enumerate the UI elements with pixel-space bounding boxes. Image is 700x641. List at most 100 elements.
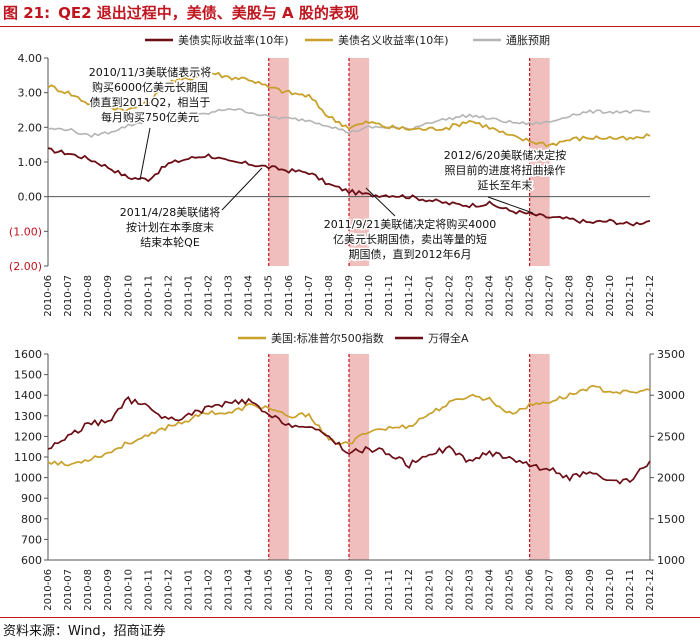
chart1-x-tick-label: 2011-08 — [324, 275, 335, 317]
chart2-x-tick-label: 2011-11 — [384, 569, 395, 611]
chart1-x-tick-label: 2012-11 — [625, 275, 636, 317]
annotation-leader-line — [221, 167, 263, 211]
chart1-x-tick-label: 2012-12 — [645, 275, 656, 317]
chart2-right-tick-label: 3000 — [657, 389, 685, 402]
figure-title-text: QE2 退出过程中，美债、美股与 A 股的表现 — [58, 3, 359, 22]
chart2-x-tick-label: 2012-01 — [424, 569, 435, 611]
annotation-text-line: 亿美元长期国债，卖出等量的短 — [333, 232, 487, 246]
chart2-left-tick-label: 1300 — [14, 410, 42, 423]
chart2-x-tick-label: 2010-06 — [43, 569, 54, 611]
chart2-x-tick-label: 2012-09 — [585, 569, 596, 611]
chart2-x-tick-label: 2011-05 — [264, 569, 275, 611]
chart1-x-tick-label: 2012-10 — [605, 275, 616, 317]
chart2-left-tick-label: 600 — [21, 554, 42, 567]
chart2-left-tick-label: 1500 — [14, 369, 42, 382]
chart2-x-tick-label: 2012-07 — [545, 569, 556, 611]
annotation-text-line: 期国债，直到2012年6月 — [349, 247, 472, 261]
chart2-x-tick-label: 2012-11 — [625, 569, 636, 611]
chart-bond-yields: 美债实际收益率(10年) 美债名义收益率(10年) 通胀预期 4.00 3.00 2.00… — [9, 33, 656, 317]
chart2-left-tick-label: 800 — [21, 513, 42, 526]
chart2-x-tick-label: 2011-06 — [284, 569, 295, 611]
chart2-x-tick-label: 2011-08 — [324, 569, 335, 611]
chart2-x-tick-label: 2010-08 — [83, 569, 94, 611]
chart1-x-tick-label: 2012-07 — [545, 275, 556, 317]
chart2-x-tick-label: 2011-02 — [204, 569, 215, 611]
chart2-x-tick-label: 2012-12 — [645, 569, 656, 611]
chart2-x-tick-label: 2011-09 — [344, 569, 355, 611]
chart2-x-tick-label: 2012-02 — [444, 569, 455, 611]
chart2-series-2-line — [47, 395, 651, 485]
figure-label: 图 21: — [3, 3, 51, 22]
chart2-left-tick-label: 700 — [21, 533, 42, 546]
chart1-x-tick-label: 2010-09 — [103, 275, 114, 317]
annotation-text-line: 2011/9/21美联储决定将购买4000 — [324, 217, 496, 231]
chart2-x-tick-label: 2010-12 — [163, 569, 174, 611]
chart1-y-tick-label: (1.00) — [9, 225, 42, 238]
annotation-text-line: 购买6000亿美元长期国 — [92, 80, 208, 94]
chart1-x-tick-label: 2011-03 — [224, 275, 235, 317]
chart2-left-tick-label: 1600 — [14, 348, 42, 361]
annotation-text-line: 2010/11/3美联储表示将 — [89, 65, 211, 79]
chart2-x-tick-label: 2011-12 — [404, 569, 415, 611]
chart1-y-tick-label: (2.00) — [9, 260, 42, 273]
chart2-x-tick-label: 2010-10 — [123, 569, 134, 611]
chart2-shade-3 — [529, 354, 550, 560]
annotation-text-line: 债直到2011Q2，相当于 — [90, 95, 211, 109]
chart1-x-tick-label: 2012-09 — [585, 275, 596, 317]
chart2-right-tick-label: 2000 — [657, 472, 685, 485]
chart2-x-tick-label: 2012-03 — [464, 569, 475, 611]
chart2-x-tick-label: 2011-07 — [304, 569, 315, 611]
chart1-x-tick-label: 2012-08 — [565, 275, 576, 317]
chart2-x-tick-label: 2012-10 — [605, 569, 616, 611]
chart1-shade-2 — [349, 58, 370, 266]
annotation-twist: 2011/9/21美联储决定将购买4000亿美元长期国债，卖出等量的短期国债，直… — [322, 187, 498, 263]
chart1-y-tick-label: 2.00 — [18, 121, 43, 134]
chart2-series-1-line — [47, 384, 651, 467]
chart1-y-tick-label: 3.00 — [18, 87, 43, 100]
chart1-y-tick-label: 0.00 — [18, 191, 43, 204]
chart1-x-tick-label: 2010-07 — [63, 275, 74, 317]
chart1-x-tick-label: 2011-05 — [264, 275, 275, 317]
chart1-series-2-line — [47, 71, 651, 148]
annotation-text-line: 2011/4/28美联储将 — [120, 205, 220, 219]
chart2-x-tick-label: 2011-10 — [364, 569, 375, 611]
chart2-x-tick-label: 2012-08 — [565, 569, 576, 611]
chart1-x-tick-label: 2010-06 — [43, 275, 54, 317]
chart1-series-3-line — [47, 107, 650, 138]
chart2-x-tick-label: 2010-11 — [143, 569, 154, 611]
chart2-x-tick-label: 2011-04 — [244, 569, 255, 611]
chart1-x-tick-label: 2011-10 — [364, 275, 375, 317]
chart2-right-tick-label: 2500 — [657, 430, 685, 443]
chart2-x-tick-label: 2012-04 — [484, 569, 495, 611]
chart2-x-tick-label: 2011-03 — [224, 569, 235, 611]
chart1-x-tick-label: 2012-06 — [525, 275, 536, 317]
chart1-x-tick-label: 2010-11 — [143, 275, 154, 317]
chart2-shade-1 — [268, 354, 289, 560]
chart1-x-tick-label: 2012-05 — [505, 275, 516, 317]
chart2-legend-label-2: 万得全A — [428, 331, 469, 345]
chart2-right-tick-label: 1500 — [657, 513, 685, 526]
chart1-x-tick-label: 2011-01 — [183, 275, 194, 317]
chart2-legend-label-1: 美国:标准普尔500指数 — [271, 331, 384, 345]
chart1-x-tick-label: 2011-11 — [384, 275, 395, 317]
chart1-x-tick-label: 2012-02 — [444, 275, 455, 317]
legend-label-1: 美债实际收益率(10年) — [178, 33, 289, 47]
chart1-shade-1 — [268, 58, 289, 266]
chart1-x-tick-label: 2012-04 — [484, 275, 495, 317]
chart1-x-tick-label: 2011-06 — [284, 275, 295, 317]
chart2-right-tick-label: 1000 — [657, 554, 685, 567]
annotation-leader-line — [139, 127, 151, 181]
chart1-x-tick-label: 2010-10 — [123, 275, 134, 317]
chart2-left-tick-label: 900 — [21, 492, 42, 505]
annotation-text-line: 结束本轮QE — [140, 235, 200, 249]
chart2-left-tick-label: 1200 — [14, 430, 42, 443]
chart1-x-tick-label: 2012-03 — [464, 275, 475, 317]
chart2-x-tick-label: 2010-09 — [103, 569, 114, 611]
annotation-leader-line — [365, 187, 396, 217]
chart2-x-tick-label: 2010-07 — [63, 569, 74, 611]
chart2-left-tick-label: 1400 — [14, 389, 42, 402]
chart2-x-tick-label: 2011-01 — [183, 569, 194, 611]
chart1-x-tick-label: 2012-01 — [424, 275, 435, 317]
